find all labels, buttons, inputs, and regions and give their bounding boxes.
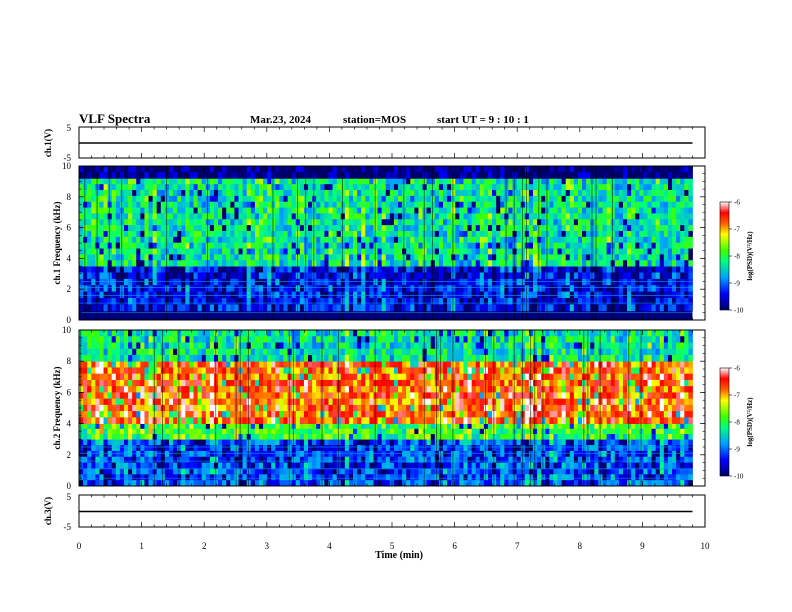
colorbar-tick-label: -10 [734, 473, 744, 481]
freq-tick-label: 0 [67, 315, 72, 325]
freq-tick-label: 4 [67, 419, 72, 429]
colorbar-tick-label: -9 [734, 280, 740, 288]
x-tick-label: 1 [139, 541, 144, 551]
x-tick-label: 7 [515, 541, 520, 551]
ch1-colorbar [719, 201, 730, 311]
freq-tick-label: 4 [67, 253, 72, 263]
x-tick-label: 6 [452, 541, 457, 551]
freq-tick-label: 2 [67, 284, 72, 294]
freq-tick-label: 6 [67, 223, 72, 233]
x-tick-label: 9 [640, 541, 645, 551]
ch2-colorbar [719, 367, 730, 477]
colorbar-tick-label: -7 [734, 226, 740, 234]
panel-ch1-spectrogram: 0 2 4 6 8 10 ch.1 Frequency (kHz) -6 -7 -8 -9 -10… [52, 161, 754, 325]
x-axis-label: Time (min) [375, 550, 423, 561]
ch1-waveform-ylabel: ch.1(V) [43, 129, 53, 157]
ch3-waveform-ylabel: ch.3(V) [43, 497, 53, 525]
x-tick-label: 4 [327, 541, 332, 551]
x-tick-label: 3 [265, 541, 270, 551]
panel-ch3-waveform: 5 -5 ch.3(V) [43, 492, 706, 532]
freq-tick-label: 8 [67, 356, 72, 366]
ch1-ytick-bottom: -5 [64, 153, 72, 163]
x-tick-label: 8 [578, 541, 583, 551]
colorbar-tick-label: -8 [734, 419, 740, 427]
x-tick-label: 2 [202, 541, 207, 551]
chart-title: VLF Spectra [79, 111, 151, 126]
freq-tick-label: 10 [62, 325, 72, 335]
freq-tick-label: 10 [62, 161, 72, 171]
x-tick-label: 0 [77, 541, 82, 551]
colorbar-tick-label: -10 [734, 307, 744, 315]
station-label: station=MOS [343, 114, 406, 126]
ch2-spectrogram-ylabel: ch.2 Frequency (kHz) [52, 366, 62, 449]
ch1-colorbar-label: log(PSD)(V²/Hz) [746, 231, 754, 281]
ch3-ytick-top: 5 [67, 492, 72, 502]
colorbar-tick-label: -6 [734, 199, 740, 207]
colorbar-tick-label: -6 [734, 365, 740, 373]
ch1-spectrogram-ylabel: ch.1 Frequency (kHz) [52, 201, 62, 284]
x-tick-label: 10 [701, 541, 711, 551]
panel-ch1-waveform: 5 -5 ch.1(V) [43, 123, 706, 163]
colorbar-tick-label: -8 [734, 253, 740, 261]
ch2-spectrogram-image [79, 330, 693, 487]
x-tick-label: 5 [390, 541, 395, 551]
freq-tick-label: 2 [67, 450, 72, 460]
ch1-spectrogram-image [79, 166, 693, 320]
ch2-colorbar-label: log(PSD)(V²/Hz) [746, 397, 754, 447]
colorbar-tick-label: -7 [734, 392, 740, 400]
colorbar-tick-label: -9 [734, 446, 740, 454]
freq-tick-label: 6 [67, 387, 72, 397]
panel-ch2-spectrogram: 0 2 4 6 8 10 ch.2 Frequency (kHz) -6 -7 -8 -9 -10… [52, 325, 754, 491]
freq-tick-label: 8 [67, 192, 72, 202]
ch1-ytick-top: 5 [67, 123, 72, 133]
freq-tick-label: 0 [67, 481, 72, 491]
start-time-label: start UT = 9 : 10 : 1 [437, 114, 529, 126]
ch3-ytick-bottom: -5 [64, 522, 72, 532]
date-label: Mar.23, 2024 [250, 114, 312, 126]
